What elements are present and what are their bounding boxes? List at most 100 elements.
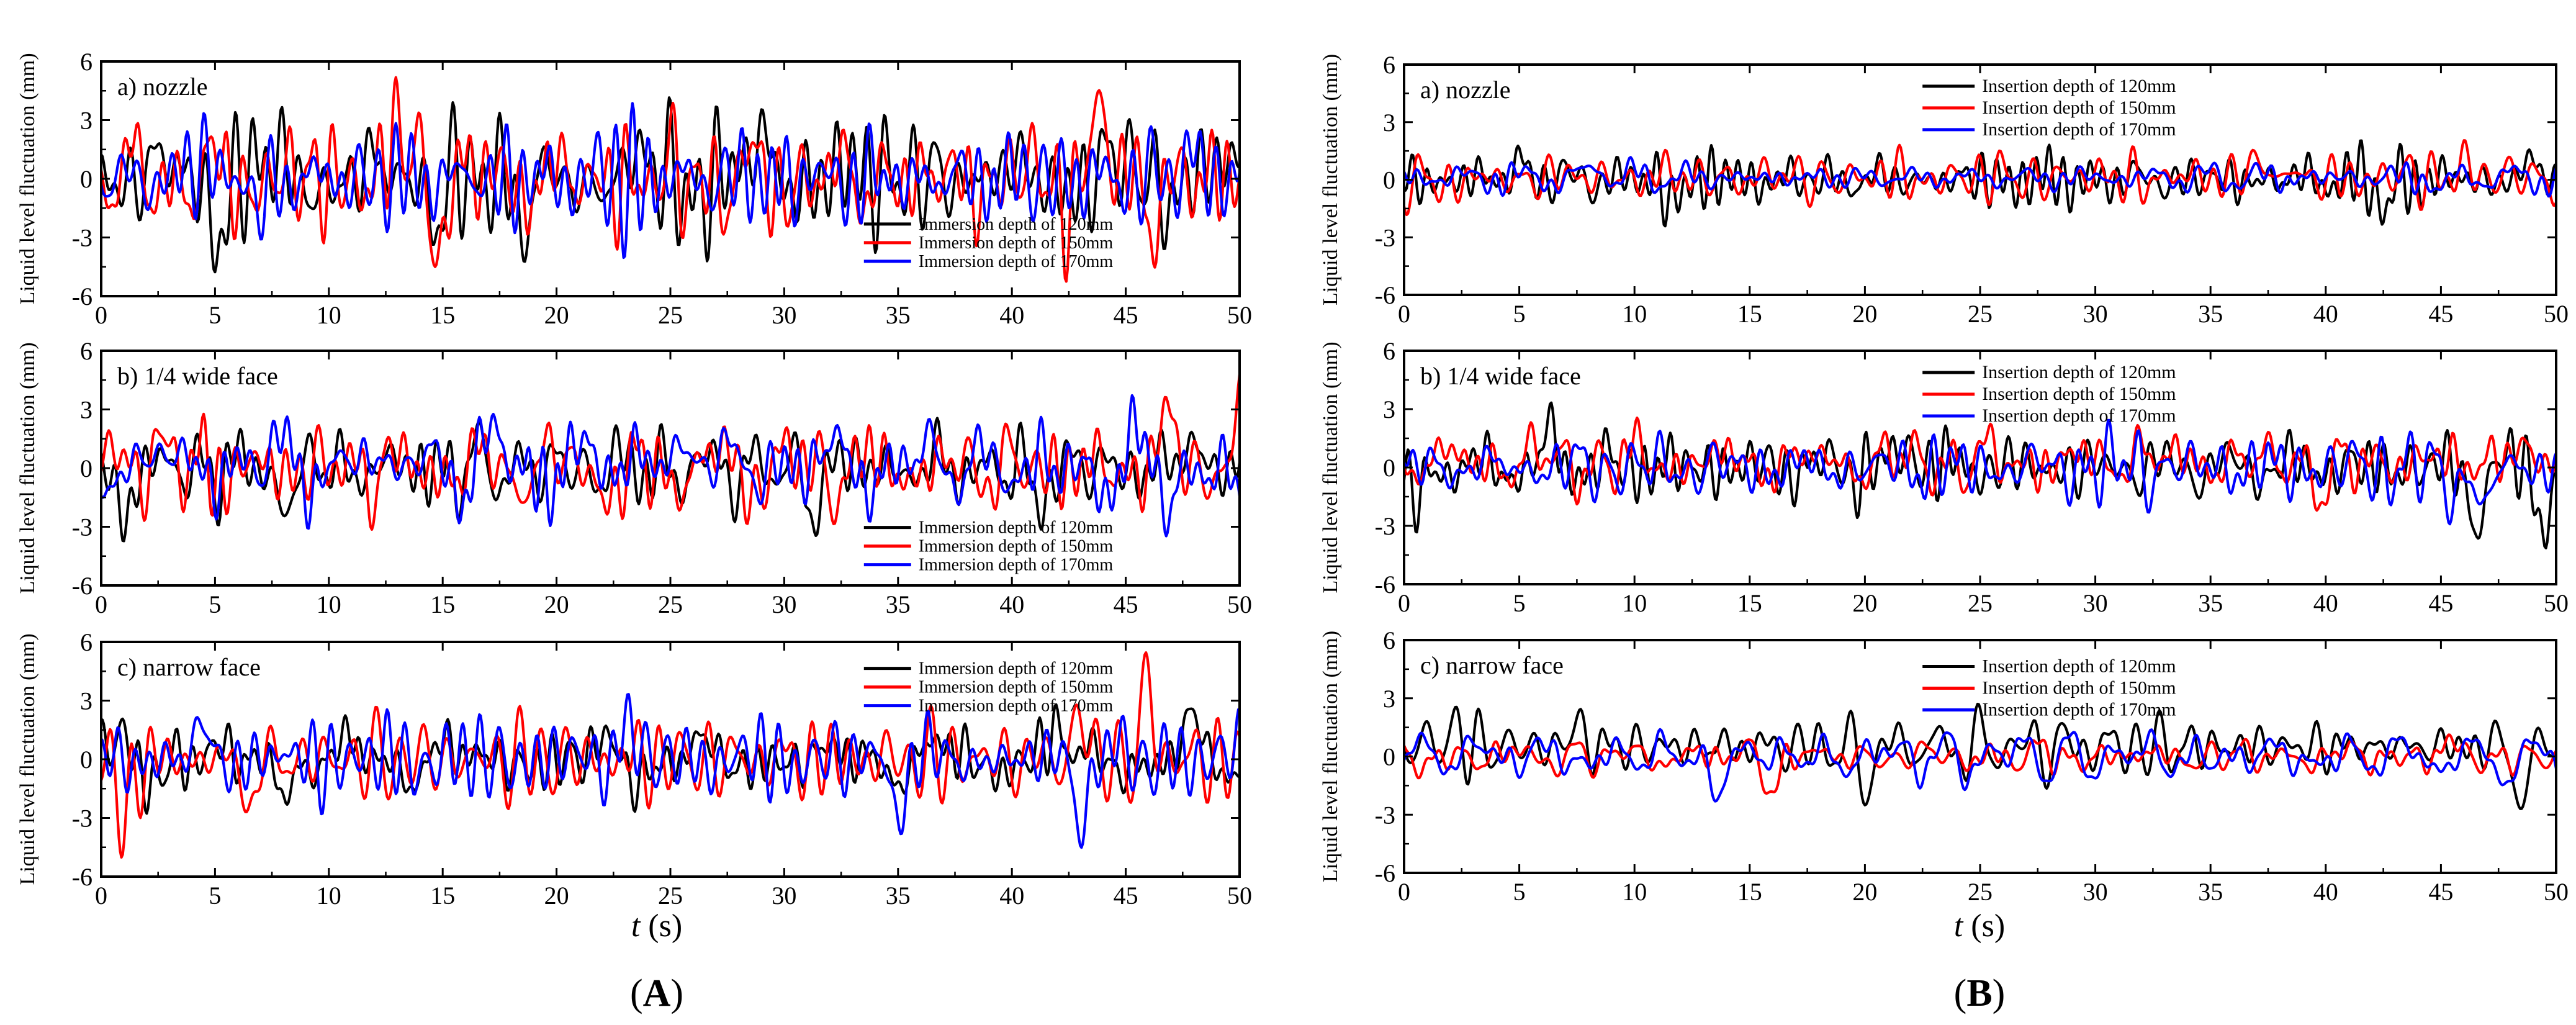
- x-tick-label: 50: [1227, 301, 1252, 329]
- y-tick-label: 3: [1383, 109, 1395, 137]
- y-tick-label: 6: [1383, 626, 1395, 654]
- x-tick-label: 30: [2083, 878, 2108, 906]
- x-tick-label: 5: [209, 882, 221, 910]
- legend-label: Insertion depth of 170mm: [1982, 119, 2176, 140]
- series-line-3: [1404, 156, 2556, 198]
- x-tick-label: 0: [95, 301, 107, 329]
- x-tick-label: 10: [317, 301, 341, 329]
- y-tick-label: -6: [1375, 571, 1395, 598]
- x-tick-label: 30: [772, 590, 796, 618]
- chart-panel-a-1: 0 5 10 15 20 25 30 35 40 45 50 -6 -3 0 3 6 Liquid level …: [16, 48, 1252, 329]
- series-line-3: [101, 693, 1240, 849]
- y-tick-label: 6: [80, 337, 92, 365]
- x-tick-label: 40: [2313, 878, 2338, 906]
- chart-panel-a-3: 0 5 10 15 20 25 30 35 40 45 50 -6 -3 0 3 6 Liquid level …: [16, 628, 1252, 910]
- legend-label: Insertion depth of 170mm: [1982, 700, 2176, 720]
- x-tick-label: 45: [1114, 882, 1138, 910]
- x-tick-label: 35: [2198, 878, 2223, 906]
- x-tick-label: 30: [2083, 300, 2108, 328]
- x-tick-label: 50: [1227, 882, 1252, 910]
- x-tick-label: 15: [430, 301, 455, 329]
- x-tick-label: 25: [658, 301, 683, 329]
- panel-title: c) narrow face: [1420, 651, 1564, 679]
- x-tick-label: 10: [317, 590, 341, 618]
- x-tick-label: 15: [1737, 589, 1762, 617]
- x-tick-label: 0: [1398, 589, 1410, 617]
- y-axis-label: Liquid level fluctuation (mm): [1319, 341, 1342, 593]
- x-tick-label: 10: [1622, 589, 1647, 617]
- x-tick-label: 20: [544, 301, 569, 329]
- x-tick-label: 30: [772, 882, 796, 910]
- y-axis-label: Liquid level fluctuation (mm): [16, 342, 39, 594]
- x-tick-label: 40: [999, 882, 1024, 910]
- figure-label-a: (A): [630, 972, 683, 1014]
- x-tick-label: 35: [2198, 300, 2223, 328]
- y-tick-label: 0: [1383, 454, 1395, 482]
- legend-label: Insertion depth of 150mm: [1982, 97, 2176, 118]
- x-tick-label: 35: [886, 301, 911, 329]
- x-tick-label: 10: [1622, 878, 1647, 906]
- x-tick-label: 20: [1852, 300, 1877, 328]
- series-group: [1404, 702, 2556, 810]
- chart-panel-a-2: 0 5 10 15 20 25 30 35 40 45 50 -6 -3 0 3 6 Liquid level …: [16, 337, 1252, 618]
- y-tick-label: -6: [72, 572, 92, 600]
- series-line-1: [101, 96, 1240, 274]
- y-tick-label: 6: [80, 48, 92, 76]
- x-tick-label: 45: [2428, 300, 2453, 328]
- x-tick-label: 15: [1737, 878, 1762, 906]
- x-tick-label: 50: [2544, 300, 2569, 328]
- x-tick-label: 50: [1227, 590, 1252, 618]
- legend-label: Immersion depth of 150mm: [919, 233, 1114, 253]
- y-tick-label: -3: [72, 224, 92, 252]
- x-tick-label: 5: [209, 301, 221, 329]
- x-tick-label: 50: [2544, 878, 2569, 906]
- panel-title: b) 1/4 wide face: [1420, 362, 1581, 390]
- series-line-3: [1404, 728, 2556, 803]
- series-group: [101, 76, 1240, 283]
- y-axis-label: Liquid level fluctuation (mm): [16, 53, 39, 304]
- x-tick-label: 20: [544, 882, 569, 910]
- panel-title: b) 1/4 wide face: [117, 362, 278, 390]
- x-tick-label: 35: [886, 882, 911, 910]
- x-tick-label: 0: [1398, 878, 1410, 906]
- y-tick-label: -3: [1375, 801, 1395, 829]
- legend: Insertion depth of 120mm Insertion depth …: [1922, 656, 2176, 720]
- y-tick-label: -6: [1375, 281, 1395, 309]
- x-tick-label: 0: [95, 882, 107, 910]
- y-tick-label: 0: [80, 746, 92, 774]
- legend-label: Insertion depth of 120mm: [1982, 656, 2176, 677]
- chart-panel-b-2: 0 5 10 15 20 25 30 35 40 45 50 -6 -3 0 3 6 Liquid level …: [1319, 337, 2569, 617]
- y-tick-label: -3: [72, 513, 92, 541]
- chart-panel-b-3: 0 5 10 15 20 25 30 35 40 45 50 -6 -3 0 3 6 Liquid level …: [1319, 626, 2569, 906]
- y-tick-label: -6: [1375, 859, 1395, 887]
- x-tick-label: 30: [772, 301, 796, 329]
- series-group: [101, 651, 1240, 859]
- x-tick-label: 20: [1852, 878, 1877, 906]
- x-tick-label: 45: [1114, 590, 1138, 618]
- y-tick-label: 3: [1383, 395, 1395, 423]
- x-tick-label: 25: [1968, 589, 1993, 617]
- y-tick-label: 3: [80, 396, 92, 424]
- y-tick-label: -6: [72, 282, 92, 310]
- x-tick-label: 15: [1737, 300, 1762, 328]
- y-tick-label: 0: [80, 165, 92, 193]
- figure-label-b: (B): [1954, 972, 2006, 1014]
- x-tick-label: 40: [2313, 300, 2338, 328]
- x-tick-label: 5: [1513, 300, 1526, 328]
- series-line-3: [101, 102, 1240, 260]
- legend-label: Immersion depth of 150mm: [919, 537, 1114, 556]
- x-tick-label: 30: [2083, 589, 2108, 617]
- y-tick-label: 0: [1383, 743, 1395, 771]
- legend-label: Immersion depth of 150mm: [919, 678, 1114, 697]
- x-tick-label: 5: [209, 590, 221, 618]
- legend-label: Insertion depth of 120mm: [1982, 362, 2176, 382]
- y-tick-label: 3: [1383, 685, 1395, 713]
- y-tick-label: 6: [80, 628, 92, 656]
- x-tick-label: 10: [317, 882, 341, 910]
- series-line-1: [101, 703, 1240, 815]
- x-axis-label-b: t (s): [1954, 908, 2005, 944]
